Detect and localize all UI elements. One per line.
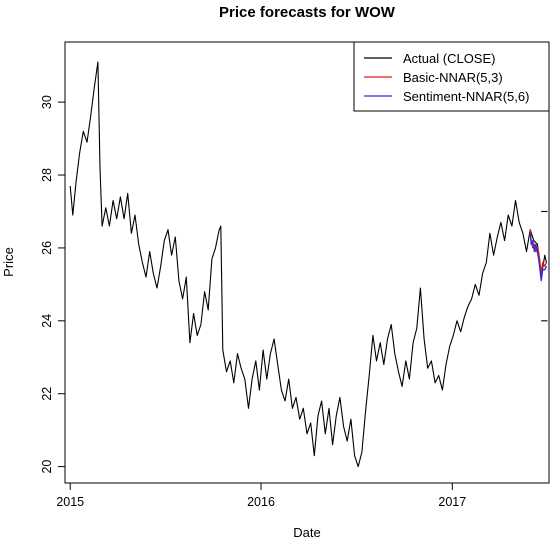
series-line-actual: [69, 61, 547, 468]
legend-label-sentiment: Sentiment-NNAR(5,6): [403, 89, 529, 104]
y-tick-label-20: 20: [40, 460, 54, 474]
x-axis: 2015 2016 2017: [56, 483, 466, 509]
y-axis: 20 22 24 26 28 30: [40, 95, 65, 474]
y-axis-label: Price: [1, 247, 16, 277]
reference-marks: [541, 210, 548, 322]
series-line-sentiment-nnar: [529, 233, 547, 282]
x-tick-label-2016: 2016: [247, 495, 275, 509]
series-line-basic-nnar: [529, 229, 547, 275]
plot-frame: [64, 41, 550, 484]
chart-title: Price forecasts for WOW: [219, 4, 396, 21]
legend-label-actual: Actual (CLOSE): [403, 51, 495, 66]
y-tick-label-26: 26: [40, 241, 54, 255]
y-tick-label-28: 28: [40, 168, 54, 182]
legend: Actual (CLOSE) Basic-NNAR(5,3) Sentiment…: [353, 41, 550, 112]
series-layer: [69, 61, 547, 468]
legend-label-basic: Basic-NNAR(5,3): [403, 70, 503, 85]
y-tick-label-30: 30: [40, 95, 54, 109]
y-tick-label-24: 24: [40, 314, 54, 328]
y-tick-label-22: 22: [40, 387, 54, 401]
x-tick-label-2017: 2017: [438, 495, 466, 509]
x-axis-label: Date: [293, 525, 320, 540]
x-tick-label-2015: 2015: [56, 495, 84, 509]
